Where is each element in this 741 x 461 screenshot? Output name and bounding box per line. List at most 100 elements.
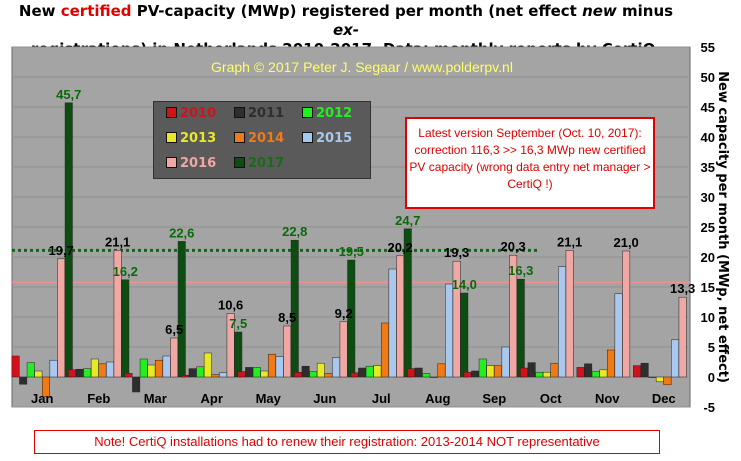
bar-2014-may <box>268 353 276 378</box>
bar-2013-apr <box>203 352 212 378</box>
data-label-2016: 8,5 <box>278 310 296 325</box>
data-label-2017: 22,6 <box>169 225 194 240</box>
y-tick-label: 25 <box>701 220 715 235</box>
y-tick-label: -5 <box>703 400 715 415</box>
data-label-2017: 24,7 <box>395 213 420 228</box>
bar-2014-dec <box>663 376 672 386</box>
y-tick-label: 40 <box>701 130 715 145</box>
bar-2012-aug <box>422 373 431 378</box>
legend-swatch <box>302 107 313 118</box>
data-label-2016: 10,6 <box>218 297 243 312</box>
bar-2014-nov <box>607 349 615 378</box>
data-label-2017: 14,0 <box>452 277 477 292</box>
bar-2016-jul <box>396 255 405 378</box>
bar-2010-nov <box>576 367 585 378</box>
title-part: New <box>18 2 61 20</box>
legend-item-2010: 2010 <box>166 106 216 121</box>
bar-2016-oct <box>565 250 574 378</box>
y-tick-label: 30 <box>701 190 715 205</box>
legend-swatch <box>234 157 245 168</box>
x-tick-label: Mar <box>144 391 167 406</box>
info-box: Latest version September (Oct. 10, 2017)… <box>405 117 655 209</box>
legend-label: 2017 <box>248 156 285 171</box>
bar-2012-mar <box>139 358 148 378</box>
legend-swatch <box>166 157 177 168</box>
bar-2014-sep <box>494 365 502 378</box>
bar-2010-jul <box>350 372 359 378</box>
bar-2012-nov <box>591 371 600 378</box>
y-tick-label: 15 <box>701 280 715 295</box>
legend-item-2013: 2013 <box>166 131 216 146</box>
y-tick-label: 35 <box>701 160 715 175</box>
bar-2012-jun <box>309 371 318 378</box>
bar-2011-jul <box>358 367 367 378</box>
y-tick-label: 45 <box>701 100 715 115</box>
data-label-2017: 19,5 <box>339 244 364 259</box>
x-tick-label: Dec <box>652 391 676 406</box>
bar-2015-oct <box>558 266 566 378</box>
data-label-2016: 21,0 <box>613 235 638 250</box>
bar-2015-dec <box>671 339 679 378</box>
bar-2010-may <box>237 371 246 378</box>
data-label-2016: 13,3 <box>670 281 695 296</box>
bar-2016-may <box>283 325 292 378</box>
data-label-2016: 21,1 <box>557 234 582 249</box>
bar-2015-may <box>275 356 284 378</box>
bar-2013-may <box>260 370 269 378</box>
bar-2010-jan <box>11 355 20 378</box>
bar-2015-jul <box>388 268 397 378</box>
bar-2011-dec <box>640 362 649 378</box>
data-label-2016: 21,1 <box>105 234 130 249</box>
legend-swatch <box>166 107 177 118</box>
bar-2016-nov <box>622 250 631 378</box>
y-tick-label: 20 <box>701 250 715 265</box>
legend-item-2012: 2012 <box>302 106 352 121</box>
bar-2015-feb <box>106 361 114 378</box>
data-label-2016: 19,3 <box>444 245 469 260</box>
bar-2017-sep <box>516 278 525 378</box>
bar-2015-mar <box>162 355 171 378</box>
data-label-2016: 20,2 <box>387 240 412 255</box>
bar-2011-may <box>245 367 254 378</box>
bar-2015-apr <box>219 372 228 378</box>
y-axis-title: New capacity per month (MWp, net effect) <box>715 71 730 383</box>
legend-item-2016: 2016 <box>166 156 216 171</box>
bar-2017-aug <box>460 292 469 378</box>
bar-2013-jan <box>34 370 43 378</box>
y-tick-label: 0 <box>708 370 715 385</box>
x-tick-label: Feb <box>87 391 110 406</box>
bar-2014-mar <box>155 359 163 378</box>
legend-label: 2016 <box>180 156 217 171</box>
bar-2011-jan <box>19 376 28 385</box>
bar-2010-sep <box>463 371 472 378</box>
bar-2015-sep <box>501 346 510 378</box>
title-part: PV-capacity (MWp) registered per month (… <box>131 2 583 20</box>
bar-2013-feb <box>90 358 99 378</box>
bar-2012-apr <box>196 366 205 378</box>
data-label-2017: 7,5 <box>229 316 247 331</box>
bar-2010-dec <box>633 365 641 378</box>
legend-label: 2015 <box>316 131 353 146</box>
bar-2011-oct <box>527 362 536 378</box>
bar-2011-nov <box>584 363 593 378</box>
legend-label: 2010 <box>180 106 217 121</box>
bar-2015-aug <box>445 283 454 378</box>
bar-2011-aug <box>414 367 423 378</box>
legend-swatch <box>234 107 245 118</box>
title-part: new <box>582 2 617 20</box>
bar-2012-sep <box>478 358 487 378</box>
bar-2013-jul <box>373 365 382 378</box>
bar-2017-jan <box>64 102 73 378</box>
bar-2017-feb <box>121 279 130 378</box>
x-tick-label: Nov <box>595 391 620 406</box>
bar-2011-feb <box>75 368 84 378</box>
bar-2013-sep <box>486 365 495 378</box>
legend-swatch <box>302 132 313 143</box>
data-label-2017: 22,8 <box>282 224 307 239</box>
bar-2014-oct <box>550 362 559 378</box>
legend-label: 2014 <box>248 131 285 146</box>
data-label-2016: 6,5 <box>165 322 183 337</box>
bar-2013-aug <box>429 376 438 378</box>
watermark: Graph © 2017 Peter J. Segaar / www.polde… <box>211 59 513 75</box>
